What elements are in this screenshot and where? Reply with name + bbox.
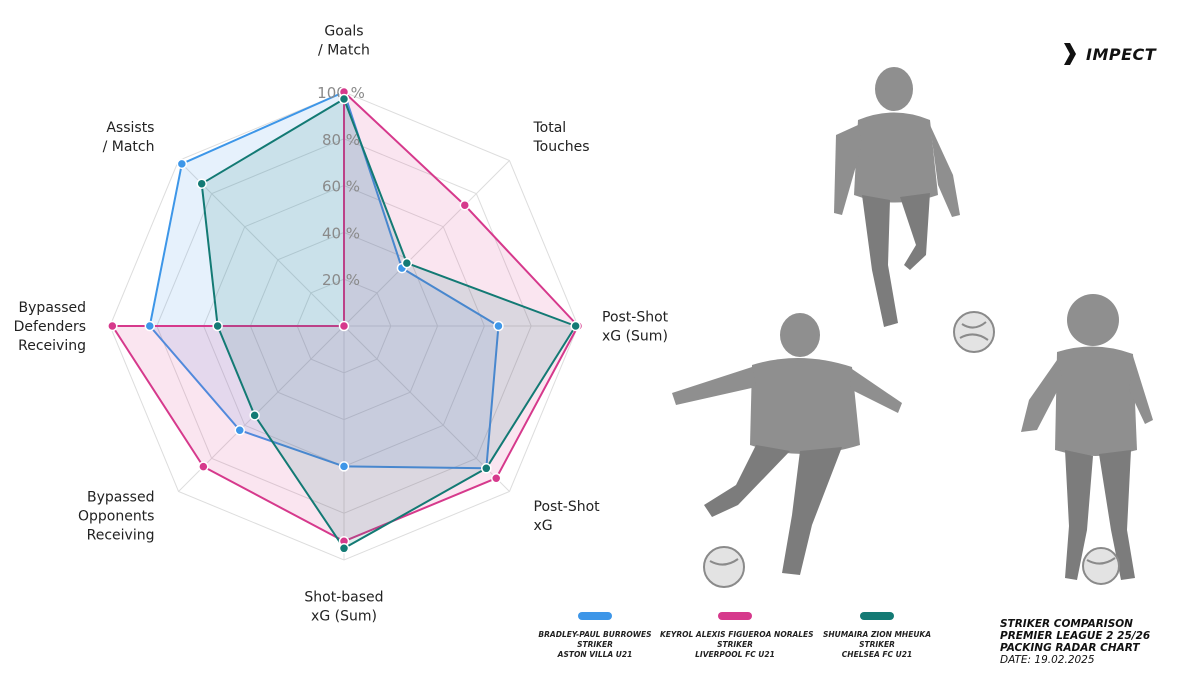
legend-item-burrowes: BRADLEY-PAUL BURROWES STRIKER ASTON VILL… (520, 612, 670, 660)
radar-data-point (338, 320, 350, 332)
radar-axis-label: Shot-based xG (Sum) (304, 590, 383, 625)
radar-axis-label: Post-Shot xG (Sum) (602, 310, 669, 345)
radar-spoke (178, 160, 345, 327)
legend-player-position: STRIKER (577, 640, 613, 649)
chevron-right-icon (1064, 43, 1076, 65)
player-photo-aston-villa (828, 65, 963, 340)
radar-axis-label: Assists / Match (103, 120, 155, 155)
radar-data-point (338, 461, 350, 472)
legend-player-name: BRADLEY-PAUL BURROWES (538, 630, 652, 639)
radar-tick-label: 80 % (322, 131, 360, 149)
legend-player-name: SHUMAIRA ZION MHEUKA (822, 630, 932, 639)
radar-data-point (249, 410, 260, 421)
football-icon (952, 310, 997, 355)
radar-axis-label: Bypassed Opponents Receiving (78, 490, 155, 544)
legend-swatch (860, 612, 894, 620)
info-date: DATE: 19.02.2025 (1000, 654, 1095, 666)
legend-player-club: LIVERPOOL FC U21 (695, 650, 775, 659)
legend-player-name: KEYROL ALEXIS FIGUEROA NORALES (660, 630, 814, 639)
radar-data-point (338, 93, 350, 105)
radar-axis-label: Bypassed Defenders Receiving (14, 300, 86, 354)
legend-swatch (718, 612, 752, 620)
radar-data-point (144, 320, 156, 332)
brand-logo: IMPECT (1062, 40, 1156, 68)
radar-data-point (198, 461, 209, 472)
radar-data-point (338, 543, 350, 554)
legend-item-figueroa: KEYROL ALEXIS FIGUEROA NORALES STRIKER L… (660, 612, 814, 660)
radar-spoke (343, 325, 510, 492)
radar-data-point (196, 178, 207, 189)
legend-player-club: CHELSEA FC U21 (841, 650, 913, 659)
player-photo-liverpool (672, 305, 904, 595)
radar-tick-label: 20 % (322, 271, 360, 289)
radar-spoke (343, 160, 510, 327)
radar-axis-label: Goals / Match (318, 24, 370, 59)
radar-data-point (176, 158, 188, 170)
legend-player-position: STRIKER (717, 640, 753, 649)
legend-item-mheuka: SHUMAIRA ZION MHEUKA STRIKER CHELSEA FC … (802, 612, 952, 660)
info-competition: PREMIER LEAGUE 2 25/26 (1000, 630, 1151, 642)
info-chart-type: PACKING RADAR CHART (1000, 642, 1140, 654)
radar-data-point (570, 320, 581, 332)
radar-data-point (401, 257, 413, 269)
brand-name: IMPECT (1086, 44, 1157, 64)
legend-player-club: ASTON VILLA U21 (557, 650, 633, 659)
radar-data-point (212, 320, 223, 332)
radar-data-point (459, 199, 471, 211)
player-photo-chelsea (1015, 290, 1165, 590)
radar-tick-label: 60 % (322, 178, 360, 196)
radar-axis-label: Total Touches (533, 120, 590, 155)
radar-data-point (107, 320, 118, 332)
chart-info: STRIKER COMPARISON PREMIER LEAGUE 2 25/2… (1000, 618, 1195, 666)
radar-data-point (234, 424, 246, 436)
radar-data-point (481, 463, 492, 474)
radar-tick-label: 40 % (322, 224, 360, 242)
info-title: STRIKER COMPARISON (1000, 618, 1133, 630)
radar-axis-label: Post-Shot xG (534, 499, 601, 534)
radar-data-point (493, 320, 504, 332)
legend-player-position: STRIKER (859, 640, 895, 649)
radar-data-point (490, 472, 502, 484)
legend-swatch (578, 612, 612, 620)
